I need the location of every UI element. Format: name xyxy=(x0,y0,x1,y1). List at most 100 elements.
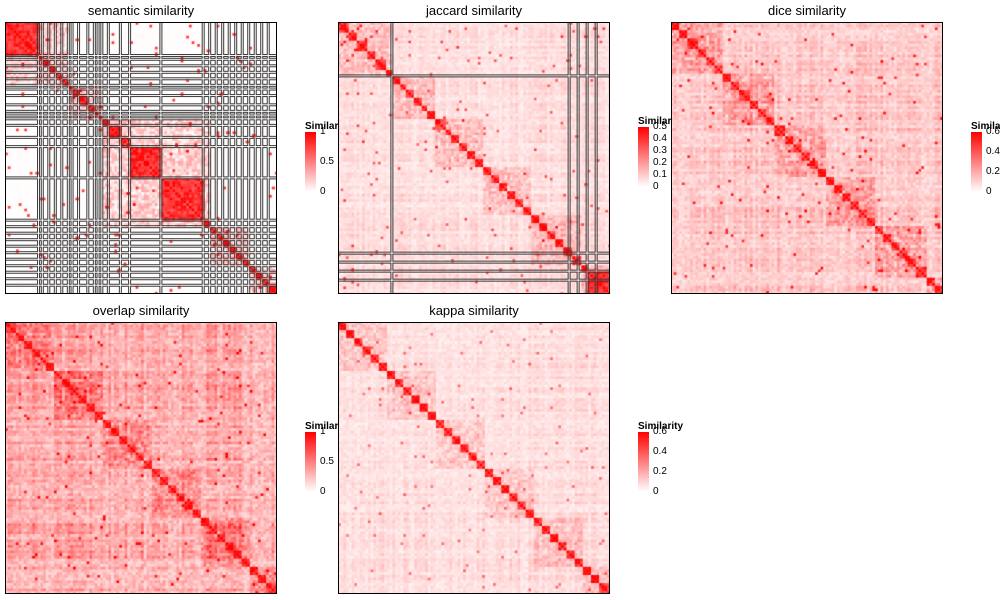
slice-border xyxy=(98,220,102,227)
slice-border xyxy=(130,147,161,178)
slice-border xyxy=(242,178,249,220)
slice-border xyxy=(49,147,55,178)
slice-border xyxy=(68,115,72,119)
legend-title: Similarity xyxy=(305,421,341,432)
slice-border xyxy=(210,89,216,96)
slice-border xyxy=(216,59,223,66)
slice-border xyxy=(242,59,249,66)
slice-border xyxy=(120,272,130,279)
slice-border xyxy=(94,119,98,125)
slice-border xyxy=(55,79,62,85)
slice-border xyxy=(108,272,120,279)
slice-border xyxy=(94,227,98,233)
slice-border xyxy=(108,111,120,115)
slice-border xyxy=(98,178,102,220)
slice-border xyxy=(216,115,223,119)
slice-border xyxy=(268,111,277,115)
slice-border xyxy=(79,79,88,85)
slice-border xyxy=(130,125,161,137)
slice-border xyxy=(120,178,130,220)
slice-border xyxy=(216,147,223,178)
slice-border xyxy=(223,125,229,137)
slice-border xyxy=(68,79,72,85)
slice-border xyxy=(203,59,210,66)
slice-border xyxy=(88,240,94,246)
slice-border xyxy=(236,72,242,79)
legend-color-bar xyxy=(638,432,649,492)
slice-border xyxy=(216,85,223,89)
slice-border xyxy=(249,233,255,240)
slice-border xyxy=(268,96,277,105)
slice-border xyxy=(229,72,236,79)
slice-border xyxy=(72,89,79,96)
slice-border xyxy=(108,233,120,240)
slice-border xyxy=(98,115,102,119)
slice-border xyxy=(68,56,72,59)
slice-border xyxy=(98,285,102,294)
slice-border xyxy=(268,279,277,285)
slice-border xyxy=(249,125,255,137)
slice-border xyxy=(120,147,130,178)
slice-border xyxy=(236,59,242,66)
slice-border xyxy=(242,85,249,89)
slice-border xyxy=(94,285,98,294)
slice-border xyxy=(210,66,216,72)
slice-border xyxy=(268,89,277,96)
slice-border xyxy=(39,56,42,59)
slice-border xyxy=(68,89,72,96)
slice-border xyxy=(49,111,55,115)
slice-border xyxy=(108,125,120,137)
slice-border xyxy=(55,227,62,233)
slice-border xyxy=(42,285,49,294)
slice-border xyxy=(210,79,216,85)
slice-border xyxy=(216,178,223,220)
slice-border xyxy=(39,285,42,294)
slice-border xyxy=(108,96,120,105)
slice-border xyxy=(120,56,130,59)
slice-border xyxy=(120,119,130,125)
slice-border xyxy=(223,266,229,272)
slice-border xyxy=(268,66,277,72)
slice-border xyxy=(55,272,62,279)
slice-border xyxy=(49,227,55,233)
slice-border xyxy=(578,76,587,253)
slice-border xyxy=(94,253,98,259)
slice-border xyxy=(255,279,262,285)
slice-border xyxy=(262,125,268,137)
slice-border xyxy=(161,259,203,266)
slice-border xyxy=(5,322,277,594)
slice-border xyxy=(236,22,242,56)
slice-border xyxy=(98,56,102,59)
slice-border xyxy=(262,259,268,266)
slice-border xyxy=(42,22,49,56)
slice-border xyxy=(102,240,108,246)
slice-border xyxy=(392,253,569,262)
slice-border xyxy=(578,280,587,294)
slice-border xyxy=(120,66,130,72)
slice-border xyxy=(223,137,229,147)
slice-border xyxy=(72,22,79,56)
slice-border xyxy=(216,233,223,240)
slice-border xyxy=(88,119,94,125)
legend-tick-label: 0.6 xyxy=(653,426,667,437)
slice-border xyxy=(242,56,249,59)
slice-border xyxy=(88,272,94,279)
slice-border xyxy=(262,178,268,220)
slice-border xyxy=(130,266,161,272)
slice-border xyxy=(102,56,108,59)
slice-border xyxy=(210,266,216,272)
slice-border xyxy=(108,56,120,59)
slice-border xyxy=(223,147,229,178)
panel-title-overlap: overlap similarity xyxy=(92,303,190,318)
slice-border xyxy=(161,279,203,285)
slice-border xyxy=(130,272,161,279)
slice-border xyxy=(262,137,268,147)
slice-border xyxy=(242,72,249,79)
slice-border xyxy=(5,178,39,220)
slice-border xyxy=(88,59,94,66)
slice-border xyxy=(338,280,392,294)
slice-border xyxy=(203,178,210,220)
slice-border xyxy=(68,233,72,240)
slice-border xyxy=(5,89,39,96)
slice-border xyxy=(39,253,42,259)
